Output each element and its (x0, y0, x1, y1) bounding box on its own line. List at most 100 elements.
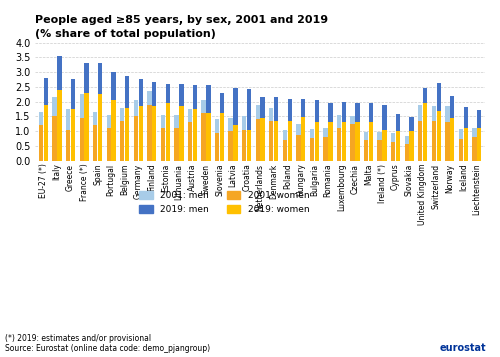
Bar (138, 106, 143, 161)
Bar (436, 83, 441, 111)
Bar (71, 80, 75, 109)
Bar (432, 121, 436, 161)
Bar (314, 122, 319, 161)
Bar (310, 138, 314, 161)
Bar (93, 112, 98, 125)
Bar (44, 78, 48, 105)
Bar (436, 111, 441, 161)
Bar (152, 82, 156, 106)
Bar (269, 107, 274, 121)
Bar (93, 125, 98, 161)
Legend: 2001: men, 2019: men, 2001: women, 2019: women: 2001: men, 2019: men, 2001: women, 2019:… (136, 188, 313, 218)
Bar (477, 128, 482, 161)
Bar (188, 109, 192, 122)
Bar (66, 130, 70, 161)
Bar (350, 116, 354, 124)
Bar (378, 140, 382, 161)
Bar (369, 122, 373, 161)
Bar (220, 114, 224, 161)
Bar (410, 131, 414, 161)
Bar (98, 62, 102, 94)
Bar (342, 102, 346, 122)
Bar (215, 119, 220, 133)
Bar (52, 97, 57, 116)
Bar (418, 121, 422, 161)
Bar (192, 109, 197, 161)
Bar (112, 72, 116, 100)
Bar (418, 105, 422, 121)
Bar (328, 102, 332, 122)
Bar (106, 115, 111, 128)
Bar (301, 99, 306, 117)
Bar (134, 100, 138, 116)
Bar (477, 110, 482, 128)
Bar (445, 122, 450, 161)
Bar (39, 112, 43, 125)
Bar (432, 106, 436, 121)
Bar (404, 136, 409, 145)
Bar (192, 85, 197, 109)
Bar (166, 103, 170, 161)
Bar (179, 84, 184, 106)
Bar (134, 116, 138, 161)
Bar (84, 93, 88, 161)
Bar (71, 109, 75, 161)
Bar (206, 85, 210, 114)
Bar (450, 118, 454, 161)
Bar (220, 94, 224, 114)
Bar (324, 128, 328, 136)
Bar (202, 100, 205, 114)
Bar (423, 102, 428, 161)
Bar (215, 133, 220, 161)
Bar (106, 128, 111, 161)
Bar (179, 106, 184, 161)
Bar (404, 145, 409, 161)
Bar (464, 107, 468, 128)
Bar (125, 107, 130, 161)
Bar (247, 130, 251, 161)
Bar (364, 132, 368, 140)
Bar (282, 130, 287, 140)
Bar (324, 136, 328, 161)
Bar (44, 105, 48, 161)
Bar (472, 128, 476, 137)
Bar (112, 100, 116, 161)
Bar (274, 121, 278, 161)
Bar (161, 115, 165, 128)
Bar (174, 128, 178, 161)
Bar (125, 76, 130, 107)
Bar (458, 129, 463, 139)
Bar (247, 89, 251, 130)
Bar (410, 117, 414, 131)
Bar (202, 114, 205, 161)
Bar (356, 122, 360, 161)
Bar (282, 140, 287, 161)
Bar (120, 121, 124, 161)
Bar (342, 122, 346, 161)
Bar (39, 125, 43, 161)
Bar (58, 90, 62, 161)
Bar (378, 132, 382, 140)
Bar (80, 94, 84, 118)
Bar (152, 106, 156, 161)
Bar (242, 116, 246, 130)
Bar (296, 135, 300, 161)
Bar (288, 121, 292, 161)
Bar (310, 130, 314, 138)
Bar (120, 107, 124, 121)
Bar (314, 100, 319, 122)
Text: People aged ≥85 years, by sex, 2001 and 2019
(% share of total population): People aged ≥85 years, by sex, 2001 and … (36, 15, 329, 39)
Bar (296, 124, 300, 135)
Bar (228, 131, 233, 161)
Bar (356, 103, 360, 122)
Bar (328, 122, 332, 161)
Bar (391, 133, 396, 141)
Bar (188, 122, 192, 161)
Bar (234, 88, 237, 125)
Bar (98, 94, 102, 161)
Bar (206, 114, 210, 161)
Text: eurostat: eurostat (440, 343, 486, 353)
Bar (138, 79, 143, 106)
Bar (84, 63, 88, 93)
Bar (350, 124, 354, 161)
